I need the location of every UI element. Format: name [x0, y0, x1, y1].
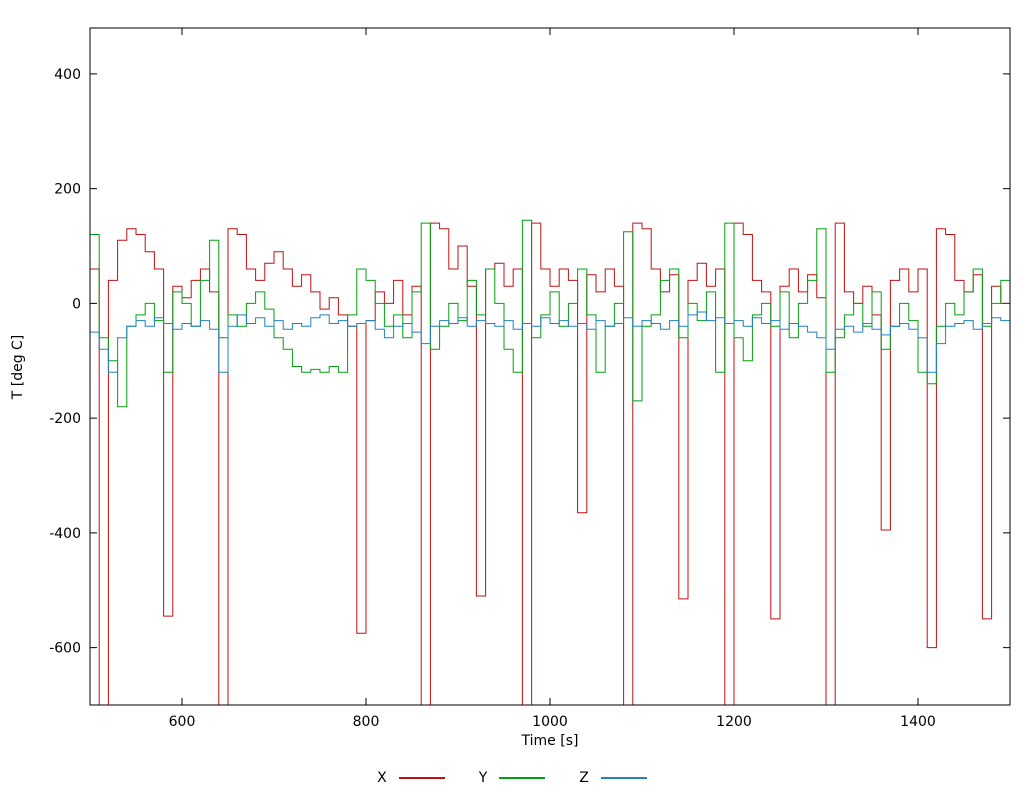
x-tick-label: 1000	[532, 714, 568, 730]
y-tick-label: -600	[49, 641, 81, 657]
legend-item-z: Z	[579, 770, 647, 786]
x-tick-label: 600	[169, 714, 196, 730]
y-tick-label: 0	[72, 296, 81, 312]
y-axis-title: T [deg C]	[10, 334, 26, 400]
legend-line-sample-x	[398, 777, 445, 779]
x-tick-label: 800	[353, 714, 380, 730]
legend-line-sample-z	[600, 777, 647, 779]
y-tick-label: 200	[54, 182, 81, 198]
x-tick-label: 1200	[716, 714, 752, 730]
y-tick-label: -400	[49, 526, 81, 542]
legend-line-sample-y	[499, 777, 546, 779]
x-axis-title: Time [s]	[521, 733, 579, 749]
legend-item-x: X	[377, 770, 445, 786]
legend: X Y Z	[0, 770, 1024, 786]
x-tick-label: 1400	[900, 714, 936, 730]
series-z-line	[90, 311, 1010, 373]
legend-label-x: X	[377, 770, 387, 786]
y-tick-label: 400	[54, 67, 81, 83]
plot-border	[89, 27, 1011, 706]
legend-label-z: Z	[579, 770, 589, 786]
legend-item-y: Y	[479, 770, 546, 786]
legend-label-y: Y	[478, 770, 488, 786]
y-tick-label: -200	[49, 411, 81, 427]
